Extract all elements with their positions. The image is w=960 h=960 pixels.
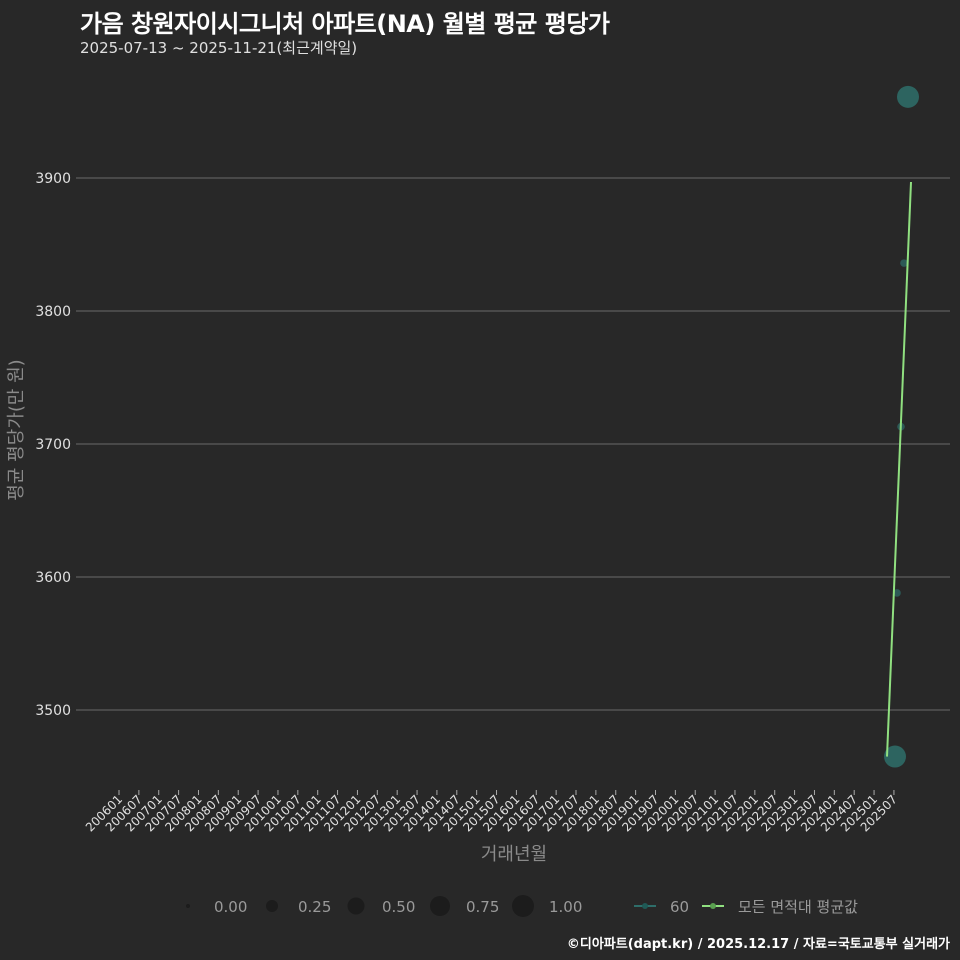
x-axis-label: 거래년월	[481, 844, 547, 865]
data-point	[893, 589, 901, 597]
size-legend-label: 0.50	[382, 898, 415, 916]
chart-title: 가음 창원자이시그니처 아파트(NA) 월별 평균 평당가	[80, 10, 610, 38]
y-axis: 3500 3600 3700 3800 3900	[35, 171, 80, 719]
data-point	[884, 745, 906, 768]
size-legend-label: 0.75	[466, 898, 499, 916]
y-tick-label: 3700	[35, 437, 71, 453]
size-legend-label: 1.00	[549, 898, 582, 916]
y-axis-label: 평균 평당가(만 원)	[6, 359, 27, 500]
legend: 0.00 0.25 0.50 0.75 1.00 60 모든 면적대 평균값	[186, 895, 858, 917]
y-tick-label: 3500	[35, 703, 71, 719]
data-point	[900, 259, 908, 267]
size-legend-dot	[186, 904, 190, 908]
y-tick-label: 3800	[35, 304, 71, 320]
footer-credit: ©디아파트(dapt.kr) / 2025.12.17 / 자료=국토교통부 실…	[566, 937, 950, 952]
size-legend-label: 0.25	[298, 898, 331, 916]
series-legend-label: 모든 면적대 평균값	[738, 898, 858, 916]
size-legend-label: 0.00	[214, 898, 247, 916]
size-legend-dot	[512, 895, 534, 917]
y-tick-label: 3600	[35, 570, 71, 586]
data-series	[884, 85, 919, 768]
size-legend-dot	[266, 900, 278, 912]
series-legend-label: 60	[670, 898, 689, 916]
size-legend-dot	[347, 897, 365, 915]
chart-subtitle: 2025-07-13 ~ 2025-11-21(최근계약일)	[80, 39, 358, 57]
size-legend-dot	[430, 896, 450, 916]
data-point	[897, 85, 919, 108]
gridlines	[80, 177, 950, 711]
average-line	[886, 181, 912, 757]
x-axis: 2006012006072007012007072008012008072009…	[83, 790, 900, 835]
y-tick-label: 3900	[35, 171, 71, 187]
